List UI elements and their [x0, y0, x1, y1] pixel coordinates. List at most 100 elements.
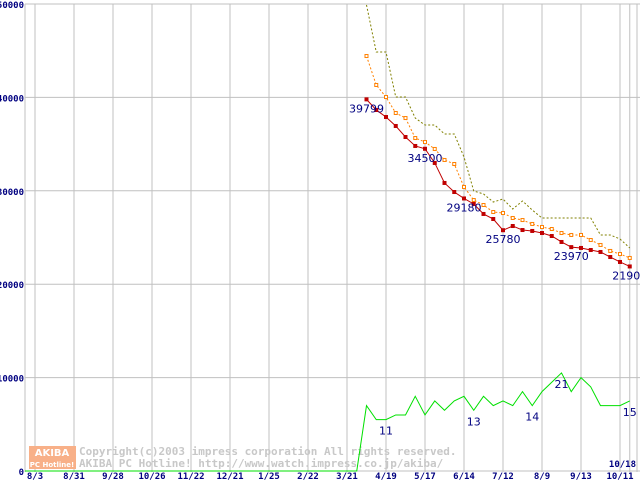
orange-point — [579, 232, 583, 237]
logo-box-bottom — [29, 458, 76, 469]
red-point — [501, 228, 505, 233]
orange-point — [588, 238, 593, 243]
orange-point — [374, 82, 379, 87]
red-point — [598, 249, 603, 254]
red-point — [384, 115, 388, 120]
y-tick-label: 20000 — [0, 281, 24, 291]
orange-point — [627, 255, 632, 260]
red-point — [569, 245, 574, 250]
x-tick-label: 11/22 — [177, 472, 204, 480]
x-tick-label: 10/26 — [138, 472, 165, 480]
x-tick-label: 3/21 — [336, 472, 358, 480]
orange-point — [423, 140, 427, 145]
orange-point — [452, 161, 457, 166]
red-point — [374, 108, 379, 113]
orange-point — [413, 136, 418, 141]
red-point — [471, 201, 476, 206]
orange-point — [598, 242, 603, 247]
orange-point — [471, 198, 476, 203]
logo-text: AKIBA — [35, 448, 70, 459]
red-data-label: 29180 — [447, 201, 482, 214]
x-tick-label: 9/28 — [102, 472, 124, 480]
red-point — [462, 196, 466, 201]
red-point — [608, 255, 613, 260]
red-data-label: 25780 — [486, 233, 521, 246]
orange-point — [393, 110, 398, 115]
orange-point — [491, 210, 496, 215]
red-point — [364, 97, 369, 102]
orange-point — [442, 157, 447, 162]
red-point — [432, 160, 437, 165]
logo-subtext: PC Hotline! — [30, 461, 74, 469]
data-labels: 39799 34500 29180 25780 23970 21900 11 13 14 21 15 — [349, 102, 640, 437]
x-tick-label: 1/25 — [258, 472, 280, 480]
orange-point — [364, 54, 369, 59]
red-point — [491, 217, 496, 222]
orange-point — [540, 225, 544, 230]
red-point — [540, 231, 544, 236]
red-point — [618, 259, 622, 264]
x-tick-label: 8/9 — [534, 472, 550, 480]
y-tick-label: 10000 — [0, 375, 24, 385]
orange-point — [501, 211, 505, 216]
red-point — [549, 234, 554, 239]
red-point — [423, 146, 427, 151]
red-point — [403, 135, 408, 140]
x-tick-label: 8/31 — [63, 472, 85, 480]
y-tick-label: 0 — [19, 468, 24, 478]
x-tick-label: 2/22 — [297, 472, 319, 480]
orange-point — [432, 146, 437, 151]
orange-point — [520, 218, 525, 223]
x-tick-label: 4/19 — [375, 472, 397, 480]
green-data-label: 13 — [467, 415, 481, 428]
x-tick-label: 9/13 — [570, 472, 592, 480]
red-point — [520, 228, 525, 233]
green-data-label: 21 — [555, 378, 569, 391]
green-data-label: 11 — [379, 425, 393, 438]
orange-point — [530, 221, 535, 226]
x-tick-label: 5/17 — [414, 472, 436, 480]
red-data-label: 39799 — [349, 102, 384, 115]
red-data-label: 34500 — [408, 152, 443, 165]
x-tick-label: 7/12 — [492, 472, 514, 480]
grid — [24, 3, 640, 472]
series — [25, 4, 632, 472]
green-data-label: 14 — [525, 411, 539, 424]
red-series-line — [366, 99, 630, 267]
red-point — [442, 180, 447, 185]
y-tick-label: 30000 — [0, 188, 24, 198]
copyright-text: Copyright(c)2003 impress corporation All… — [79, 445, 457, 458]
watermark: AKIBA PC Hotline! Copyright(c)2003 impre… — [29, 445, 457, 470]
red-point — [627, 264, 632, 269]
x-tick-label: 10/11 — [606, 472, 633, 480]
red-point — [413, 143, 418, 148]
orange-point — [462, 184, 466, 189]
orange-point — [569, 232, 574, 237]
x-tick-label: 12/21 — [216, 472, 243, 480]
olive-series-line — [366, 4, 631, 249]
red-data-label: 21900 — [612, 269, 640, 282]
x-tick-label: 8/3 — [27, 472, 43, 480]
orange-point — [510, 215, 515, 220]
orange-point — [559, 231, 564, 236]
red-point — [510, 224, 515, 229]
red-point — [559, 239, 564, 244]
orange-point — [384, 95, 388, 100]
y-tick-label: 40000 — [0, 94, 24, 104]
x-tick-label: 6/14 — [453, 472, 475, 480]
green-series-line — [25, 372, 630, 472]
orange-point — [608, 248, 613, 253]
red-point — [481, 211, 486, 216]
orange-point — [403, 116, 408, 121]
red-point — [452, 190, 457, 195]
green-data-label: 15 — [623, 406, 637, 419]
orange-point — [549, 227, 554, 232]
orange-point — [618, 252, 622, 257]
orange-point — [481, 202, 486, 207]
y-tick-label: 50000 — [0, 1, 24, 11]
red-data-label: 23970 — [554, 250, 589, 263]
x-tick-label: 10/18 — [609, 460, 636, 470]
logo-box-top — [29, 446, 76, 458]
